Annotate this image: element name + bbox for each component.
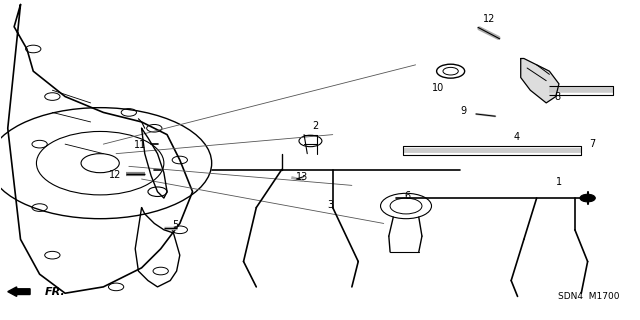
- Text: 3: 3: [327, 200, 333, 210]
- Text: FR.: FR.: [45, 287, 65, 297]
- Polygon shape: [521, 59, 559, 103]
- Text: 12: 12: [109, 170, 121, 180]
- Text: 8: 8: [554, 92, 560, 101]
- FancyArrow shape: [8, 287, 30, 296]
- Text: 4: 4: [513, 132, 519, 142]
- Text: 7: 7: [589, 139, 596, 148]
- Text: SDN4  M1700: SDN4 M1700: [558, 292, 620, 301]
- Circle shape: [580, 194, 595, 202]
- Text: 5: 5: [172, 220, 179, 230]
- Text: 9: 9: [460, 107, 467, 116]
- Text: 13: 13: [296, 172, 308, 182]
- Text: 2: 2: [312, 121, 318, 131]
- Text: 10: 10: [432, 83, 444, 93]
- Text: 1: 1: [556, 177, 562, 187]
- Text: 6: 6: [404, 190, 410, 201]
- Text: 11: 11: [134, 140, 147, 150]
- Text: 12: 12: [483, 14, 496, 24]
